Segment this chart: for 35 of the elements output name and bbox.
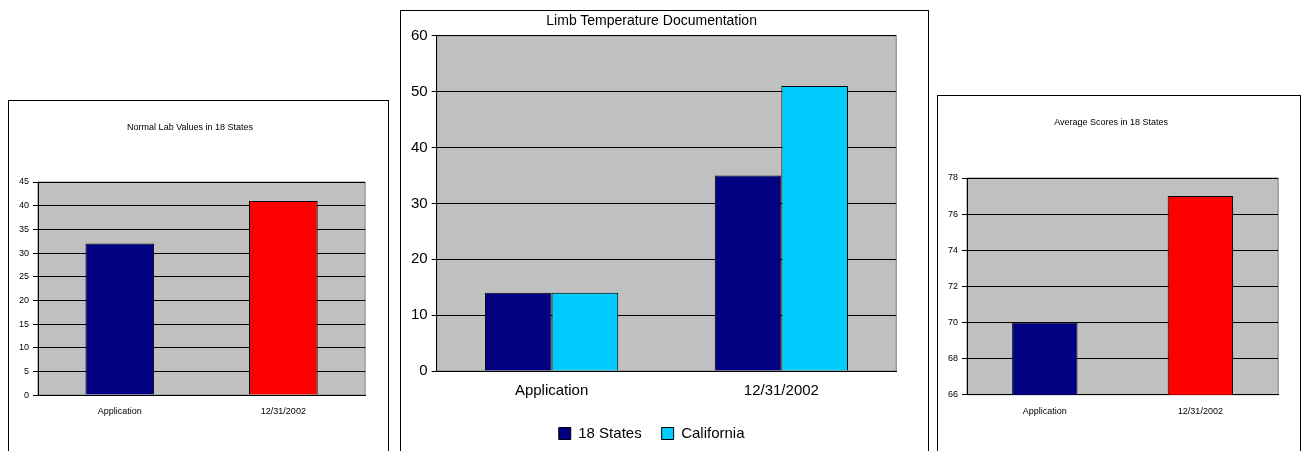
legend-label: California <box>681 423 746 441</box>
legend-label: 18 States <box>578 423 642 441</box>
y-tick-label: 0 <box>419 361 428 379</box>
chart-title: Average Scores in 18 States <box>1054 117 1169 128</box>
chart-title: Normal Lab Values in 18 States <box>127 121 254 132</box>
y-tick-label: 68 <box>948 353 959 364</box>
y-tick-label: 15 <box>19 318 30 329</box>
y-tick-label: 25 <box>19 271 30 282</box>
x-tick-label: 12/31/2002 <box>743 381 819 399</box>
y-tick-label: 0 <box>24 389 30 400</box>
x-tick-label: Application <box>514 381 589 399</box>
y-tick-label: 50 <box>411 81 428 99</box>
y-tick-label: 70 <box>948 316 959 327</box>
y-tick-label: 20 <box>19 294 30 305</box>
y-tick-label: 20 <box>411 249 428 267</box>
x-tick-label: Application <box>1022 405 1067 416</box>
y-tick-label: 30 <box>19 247 30 258</box>
y-tick-label: 10 <box>411 305 428 323</box>
y-tick-label: 40 <box>19 200 30 211</box>
y-tick-label: 60 <box>411 25 428 43</box>
y-tick-label: 66 <box>948 389 959 400</box>
y-tick-label: 45 <box>19 176 30 187</box>
y-tick-label: 40 <box>411 137 428 155</box>
y-tick-label: 35 <box>19 223 30 234</box>
chart-title: Limb Temperature Documentation <box>546 12 757 29</box>
x-tick-label: Application <box>97 406 142 416</box>
y-tick-label: 5 <box>24 365 30 376</box>
y-tick-label: 72 <box>948 280 959 291</box>
y-tick-label: 76 <box>948 208 959 219</box>
y-tick-label: 78 <box>948 172 959 183</box>
y-tick-label: 30 <box>411 193 428 211</box>
x-tick-label: 12/31/2002 <box>260 406 306 416</box>
x-tick-label: 12/31/2002 <box>1177 405 1223 416</box>
y-tick-label: 74 <box>948 244 959 255</box>
y-tick-label: 10 <box>19 342 30 353</box>
